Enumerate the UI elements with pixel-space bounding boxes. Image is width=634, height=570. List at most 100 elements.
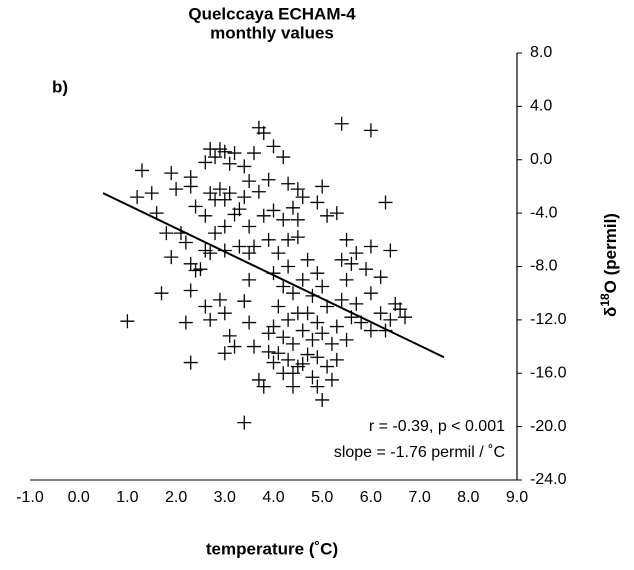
point (217, 346, 232, 361)
point (266, 203, 281, 218)
point (178, 315, 193, 330)
x-tick-label: -1.0 (16, 489, 44, 506)
x-tick-label: 1.0 (116, 489, 138, 506)
y-tick-label: -16.0 (530, 364, 567, 381)
point (305, 332, 320, 347)
point (339, 332, 354, 347)
point (295, 356, 310, 371)
point (266, 355, 281, 370)
x-tick-label: 8.0 (457, 489, 479, 506)
point (232, 239, 247, 254)
point (363, 123, 378, 138)
point (217, 192, 232, 207)
y-tick-label: -24.0 (530, 471, 567, 488)
point (169, 182, 184, 197)
point (227, 339, 242, 354)
y-label-symbol: δ (601, 307, 620, 317)
point (261, 326, 276, 341)
point (271, 299, 286, 314)
x-tick-label: 2.0 (165, 489, 187, 506)
point (397, 310, 412, 325)
point (339, 272, 354, 287)
point (310, 315, 325, 330)
point (310, 195, 325, 210)
point (320, 208, 335, 223)
point (315, 326, 330, 341)
point (295, 272, 310, 287)
point (120, 314, 135, 329)
point (276, 212, 291, 227)
point (300, 347, 315, 362)
point (208, 150, 223, 165)
point (281, 352, 296, 367)
point (359, 262, 374, 277)
point (271, 246, 286, 261)
point (247, 146, 262, 161)
point (315, 179, 330, 194)
x-axis-label: temperature (˚C) (206, 539, 338, 558)
point (159, 226, 174, 241)
point (339, 232, 354, 247)
point (183, 170, 198, 185)
point (281, 259, 296, 274)
point (378, 195, 393, 210)
point (242, 272, 257, 287)
point (290, 212, 305, 227)
point (256, 126, 271, 141)
point (217, 243, 232, 258)
point (183, 355, 198, 370)
point (222, 328, 237, 343)
point (310, 379, 325, 394)
point (135, 163, 150, 178)
point (198, 155, 213, 170)
point (212, 182, 227, 197)
point (310, 266, 325, 281)
point (188, 199, 203, 214)
point (300, 252, 315, 267)
x-tick-label: 3.0 (214, 489, 236, 506)
point (261, 172, 276, 187)
point (285, 286, 300, 301)
point (276, 150, 291, 165)
point (198, 208, 213, 223)
point (217, 306, 232, 321)
point (334, 252, 349, 267)
point (212, 292, 227, 307)
x-tick-label: 9.0 (506, 489, 528, 506)
point (295, 323, 310, 338)
point (261, 344, 276, 359)
point (320, 359, 335, 374)
point (285, 336, 300, 351)
point (242, 174, 257, 189)
point (271, 346, 286, 361)
point (281, 176, 296, 191)
point (393, 302, 408, 317)
point (217, 219, 232, 234)
x-tick-label: 7.0 (408, 489, 430, 506)
point (242, 246, 257, 261)
point (242, 315, 257, 330)
point (198, 299, 213, 314)
point (164, 166, 179, 181)
point (183, 283, 198, 298)
point (276, 279, 291, 294)
y-tick-label: -12.0 (530, 311, 567, 328)
point (315, 279, 330, 294)
point (208, 226, 223, 241)
trend-line (102, 192, 445, 359)
point (344, 256, 359, 271)
point (310, 350, 325, 365)
point (242, 219, 257, 234)
point (383, 312, 398, 327)
y-label-text: O (permil) (601, 213, 620, 293)
point (373, 270, 388, 285)
point (349, 246, 364, 261)
point (237, 294, 252, 309)
point (164, 250, 179, 265)
x-tick-label: 0.0 (68, 489, 90, 506)
point (237, 159, 252, 174)
x-tick-label: 4.0 (262, 489, 284, 506)
x-tick-label: 6.0 (360, 489, 382, 506)
point (222, 156, 237, 171)
